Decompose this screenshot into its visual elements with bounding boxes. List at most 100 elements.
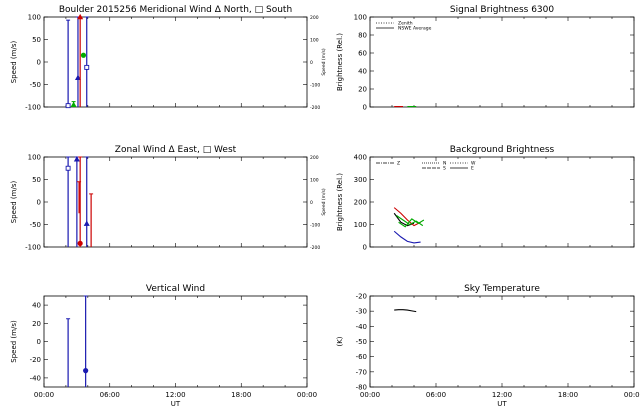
y-tick-label: -70 [356,368,367,376]
x-tick-label: 00:00 [360,391,380,399]
y-tick-label: 60 [358,50,367,58]
y-tick-label: -40 [30,374,41,382]
y-axis-label: Speed (m/s) [10,320,18,363]
y-axis-label: Speed (m/s) [10,181,18,224]
y-tick-label: 100 [28,154,41,162]
y-tick-label: 40 [32,302,41,310]
y-tick-label: -50 [356,338,367,346]
chart-signal: Signal Brightness 6300 0 20 40 60 80 100 Bright… [336,5,635,112]
plot-frame [369,295,635,388]
chart-title: Background Brightness [450,145,555,155]
data-point-square [65,103,71,109]
chart-meridional: Boulder 2015256 Meridional Wind Δ North,… [10,5,327,112]
data-point [83,368,89,374]
chart-background: Background Brightness 0 100 200 300 400 Bright… [336,145,635,252]
y-tick-label: 20 [32,320,41,328]
series-line [398,218,425,228]
chart-skytemp: Sky Temperature -80 -70 -60 -50 -40 -30 -20 00:0… [336,284,640,408]
x-tick-label: 06:00 [426,391,446,399]
x-tick-label: 18:00 [558,391,578,399]
y-axis-label: Brightness (Rel.) [336,33,344,91]
y-right-tick-label: 100 [310,38,319,44]
y-right-tick-label: -100 [310,83,320,89]
y-right-label: Speed (m/s) [321,48,327,76]
y-right-label: Speed (m/s) [321,188,327,216]
y-tick-label: -50 [30,221,41,229]
y-tick-label: -40 [356,323,367,331]
y-tick-label: 0 [363,104,367,112]
data-point-square [65,165,71,171]
legend-label: S [443,166,446,172]
y-tick-label: -100 [25,104,41,112]
y-tick-label: 400 [354,154,367,162]
data-point-square [84,64,90,70]
y-tick-label: 0 [37,59,41,67]
y-right-tick-label: 0 [310,200,313,206]
y-tick-label: -60 [356,353,367,361]
data-point-triangle [77,13,84,20]
legend-label: Zenith [398,21,413,27]
x-tick-label: 00:00 [624,391,640,399]
legend-label: N [443,161,446,167]
data-point [77,240,83,246]
x-tick-label: 06:00 [100,391,120,399]
series-line [394,309,417,313]
y-tick-label: -20 [356,293,367,301]
x-tick-label: 18:00 [231,391,251,399]
y-tick-label: 100 [28,14,41,22]
legend-label: NSWE Average [398,26,432,32]
y-tick-label: -50 [30,81,41,89]
x-tick-label: 00:00 [297,391,317,399]
plot-frame [43,156,308,248]
data-point-triangle [73,156,80,162]
chart-zonal: Zonal Wind Δ East, □ West -100 -50 0 50 100 -2… [10,145,327,252]
chart-vertical: Vertical Wind -40 -20 0 20 40 00:00 06:00 12:00 1… [10,284,317,408]
chart-title: Boulder 2015256 Meridional Wind Δ North,… [59,5,292,15]
y-tick-label: 50 [32,176,41,184]
y-right-tick-label: 200 [310,15,319,21]
chart-title: Vertical Wind [146,284,205,294]
chart-title: Zonal Wind Δ East, □ West [115,145,237,155]
plot-frame [369,156,635,248]
series-line [393,230,421,244]
data-point-triangle [70,101,77,108]
x-tick-label: 12:00 [492,391,512,399]
legend-label: W [471,161,476,167]
chart-title: Sky Temperature [464,284,540,294]
plot-frame [43,295,308,388]
y-right-tick-label: 200 [310,155,319,161]
data-point-triangle [83,220,90,226]
legend-label: E [471,166,474,172]
chart-title: Signal Brightness 6300 [450,5,554,15]
x-axis-label: UT [497,400,507,408]
y-tick-label: 100 [354,14,367,22]
y-tick-label: -30 [356,308,367,316]
y-tick-label: 0 [37,338,41,346]
y-tick-label: 100 [354,221,367,229]
y-tick-label: -80 [356,384,367,392]
y-axis-label: Speed (m/s) [10,41,18,84]
y-tick-label: 0 [363,244,367,252]
y-right-tick-label: -200 [310,245,320,251]
series-line [396,215,424,227]
x-tick-label: 12:00 [165,391,185,399]
y-tick-label: 0 [37,199,41,207]
x-tick-label: 00:00 [34,391,54,399]
y-tick-label: 50 [32,36,41,44]
y-right-tick-label: -200 [310,105,320,111]
x-axis-label: UT [171,400,181,408]
y-tick-label: 80 [358,32,367,40]
y-axis-label: Brightness (Rel.) [336,173,344,231]
legend-label: Z [397,161,400,167]
y-tick-label: -100 [25,244,41,252]
y-tick-label: -20 [30,356,41,364]
y-axis-label: (K) [336,336,344,346]
series-line [393,207,421,227]
y-tick-label: 300 [354,176,367,184]
plot-frame [43,16,308,108]
y-tick-label: 20 [358,86,367,94]
y-tick-label: 40 [358,68,367,76]
y-right-tick-label: 100 [310,178,319,184]
